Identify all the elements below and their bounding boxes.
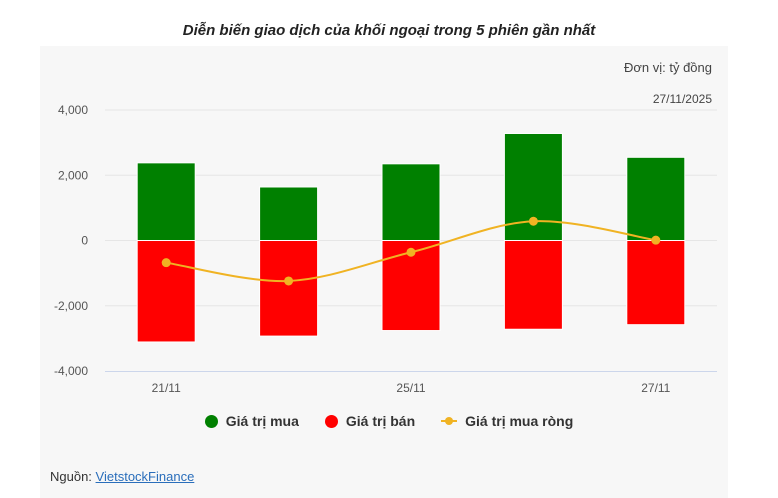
y-tick-label: 4,000: [58, 103, 88, 117]
y-tick-label: 0: [81, 234, 88, 248]
bar-sell: [259, 240, 319, 337]
bar-buy: [626, 156, 686, 241]
x-tick-label: 27/11: [641, 381, 670, 395]
chart-title: Diễn biến giao dịch của khối ngoại trong…: [182, 22, 596, 39]
legend-net-label: Giá trị mua ròng: [465, 413, 574, 429]
legend-sell-label: Giá trị bán: [345, 413, 416, 429]
bar-sell: [136, 240, 196, 343]
legend-item-buy[interactable]: Giá trị mua: [204, 413, 299, 429]
net-point: [161, 258, 171, 268]
chart-legend: Giá trị mua Giá trị bán Giá trị mua ròng: [0, 413, 778, 429]
legend-buy-label: Giá trị mua: [225, 413, 299, 429]
legend-net-marker: [441, 415, 458, 427]
source-label: Nguồn:: [50, 469, 92, 484]
bar-sell: [626, 240, 686, 326]
y-tick-label: -4,000: [54, 364, 88, 378]
net-point: [528, 216, 538, 226]
source-note: Nguồn: VietstockFinance: [50, 469, 194, 484]
legend-item-sell[interactable]: Giá trị bán: [324, 413, 416, 429]
y-tick-label: -2,000: [54, 299, 88, 313]
net-point: [651, 235, 661, 245]
net-point: [406, 247, 416, 257]
source-link[interactable]: VietstockFinance: [95, 469, 195, 484]
y-tick-label: 2,000: [58, 168, 88, 182]
legend-buy-marker: [204, 414, 218, 428]
unit-label: Đơn vị: tỷ đồng: [623, 60, 712, 75]
bar-buy: [136, 162, 196, 241]
bar-buy: [259, 186, 319, 241]
bar-sell: [503, 240, 563, 330]
bar-buy: [381, 163, 441, 241]
legend-item-net[interactable]: Giá trị mua ròng: [441, 413, 573, 429]
x-tick-label: 21/11: [152, 381, 181, 395]
date-label: 27/11/2025: [652, 92, 712, 106]
net-point: [284, 276, 294, 286]
legend-sell-marker: [324, 414, 338, 428]
x-tick-label: 25/11: [396, 381, 425, 395]
